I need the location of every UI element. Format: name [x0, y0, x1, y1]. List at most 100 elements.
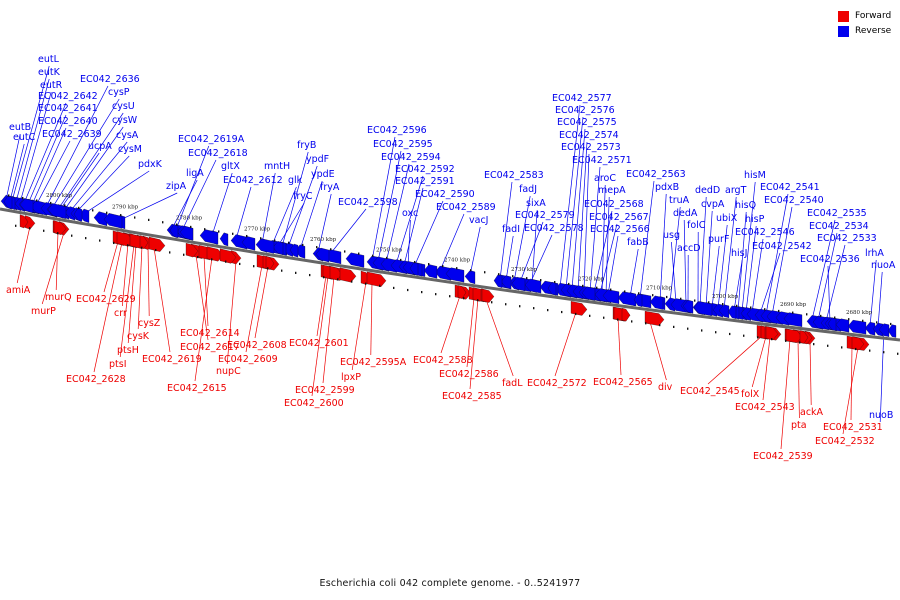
gene-label-ec042-2568: EC042_2568 — [584, 199, 644, 210]
leader-ec042-2539 — [780, 339, 791, 450]
leader-ec042-2595 — [377, 150, 402, 262]
gene-glyph-rev-extra-30 — [827, 317, 837, 331]
gene-glyph-rev-extra-7 — [179, 225, 194, 241]
minor-tick-upper — [120, 214, 122, 217]
leader-ubix — [717, 224, 728, 309]
gene-glyph-ec042-2572 — [570, 301, 588, 316]
leader-ec042-2573 — [583, 153, 590, 292]
leader-eutl — [11, 65, 50, 202]
gene-glyph-rev-extra-32 — [847, 319, 867, 335]
leader-ypde — [299, 180, 323, 250]
minor-tick-upper — [764, 308, 766, 311]
leader-ec042-2614 — [203, 256, 209, 327]
minor-tick-lower — [491, 301, 493, 304]
minor-tick-lower — [463, 297, 465, 300]
leader-ec042-2532 — [842, 347, 859, 435]
leader-ec042-2578 — [529, 234, 553, 284]
gene-glyph-rev-extra-26 — [693, 301, 713, 316]
gene-glyph-ec042-2595a — [366, 271, 387, 287]
leader-ec042-2629 — [103, 241, 119, 293]
minor-tick-lower — [379, 284, 381, 287]
minor-tick-upper — [162, 221, 164, 224]
gene-label-argt: argT — [725, 185, 747, 196]
minor-tick-lower — [827, 344, 829, 347]
leader-usg — [671, 241, 677, 304]
gene-label-cysa: cysA — [116, 130, 139, 141]
minor-tick-lower — [533, 307, 535, 310]
gene-glyph-ec042-2566 — [602, 289, 620, 304]
gene-label-ec042-2532: EC042_2532 — [815, 436, 875, 447]
leader-murp — [41, 232, 65, 305]
minor-tick-upper — [428, 263, 430, 266]
leader-ec042-2628 — [93, 242, 123, 373]
gene-glyph-rev-extra-2 — [47, 203, 67, 219]
minor-tick-upper — [876, 321, 878, 324]
leader-acka — [809, 341, 812, 406]
gene-label-ec042-2615: EC042_2615 — [167, 383, 227, 394]
minor-tick-lower — [71, 234, 73, 237]
gene-glyph-rev-extra-16 — [423, 264, 438, 279]
gene-glyph-rev-extra-18 — [493, 274, 503, 288]
leader-ec042-2579 — [519, 221, 544, 283]
gene-label-cysk: cysK — [127, 331, 150, 342]
gene-glyph-rev-extra-22 — [581, 286, 596, 301]
minor-tick-upper — [750, 306, 752, 309]
gene-glyph-rev-extra-17 — [445, 267, 465, 283]
gene-label-cysw: cysW — [112, 115, 138, 126]
gene-label-pdxk: pdxK — [138, 159, 163, 170]
leader-ec042-2636 — [45, 85, 109, 208]
leader-ec042-2590 — [413, 200, 444, 268]
leader-ec042-2609 — [245, 265, 263, 353]
minor-tick-upper — [652, 294, 654, 297]
leader-ec042-2576 — [565, 116, 584, 289]
minor-tick-lower — [883, 351, 885, 354]
gene-label-ec042-2565: EC042_2565 — [593, 377, 653, 388]
minor-tick-lower — [547, 309, 549, 312]
gene-label-cysz: cysZ — [138, 318, 161, 329]
gene-label-frya: fryA — [320, 182, 340, 193]
leader-deda — [683, 219, 687, 305]
minor-tick-upper — [568, 282, 570, 286]
gene-label-ec042-2598: EC042_2598 — [338, 197, 398, 208]
gene-label-ec042-2534: EC042_2534 — [809, 221, 869, 232]
gene-label-ec042-2596: EC042_2596 — [367, 125, 427, 136]
leader-ec042-2567 — [599, 223, 618, 294]
gene-label-ec042-2539: EC042_2539 — [753, 451, 813, 462]
gene-label-ec042-2545: EC042_2545 — [680, 386, 740, 397]
gene-glyph-fryc — [272, 241, 284, 256]
gene-label-ubix: ubiX — [716, 213, 738, 224]
minor-tick-upper — [176, 223, 178, 226]
gene-label-ec042-2576: EC042_2576 — [555, 105, 615, 116]
gene-label-ec042-2543: EC042_2543 — [735, 402, 795, 413]
leader-crr — [122, 243, 129, 307]
minor-tick-upper — [484, 271, 486, 274]
gene-label-lpxp: lpxP — [341, 372, 361, 383]
gene-glyph-rev-extra-25 — [649, 295, 664, 310]
leader-lpxp — [351, 281, 367, 371]
leader-nuoa — [877, 271, 883, 328]
leader-cysu — [57, 112, 124, 210]
kbp-tick-label: 2800 kbp — [46, 193, 73, 199]
gene-label-cysm: cysM — [118, 144, 142, 155]
leader-ec042-2535 — [811, 219, 836, 321]
gene-label-ec042-2567: EC042_2567 — [589, 212, 649, 223]
gene-label-nupc: nupC — [216, 366, 241, 377]
gene-glyph-fwd-extra-7 — [329, 266, 343, 281]
gene-label-ec042-2583: EC042_2583 — [484, 170, 544, 181]
leader-argt — [723, 196, 737, 310]
leader-ec042-2545 — [707, 335, 763, 385]
gene-label-ec042-2608: EC042_2608 — [227, 340, 287, 351]
leader-ec042-2534 — [817, 232, 838, 321]
genome-backbone — [0, 207, 900, 342]
kbp-tick-label: 2690 kbp — [780, 302, 807, 308]
gene-glyph-rev-extra-31 — [835, 318, 850, 333]
gene-label-ec042-2619a: EC042_2619A — [178, 134, 245, 145]
leader-ec042-2639 — [35, 140, 71, 206]
minor-tick-lower — [757, 336, 759, 339]
leader-ec042-2542 — [759, 252, 781, 314]
gene-label-liga: ligA — [186, 168, 204, 179]
minor-tick-lower — [561, 310, 563, 314]
legend-forward-label: Forward — [855, 11, 892, 21]
leader-ec042-2536 — [827, 265, 831, 323]
gene-label-ec042-2601: EC042_2601 — [289, 338, 349, 349]
